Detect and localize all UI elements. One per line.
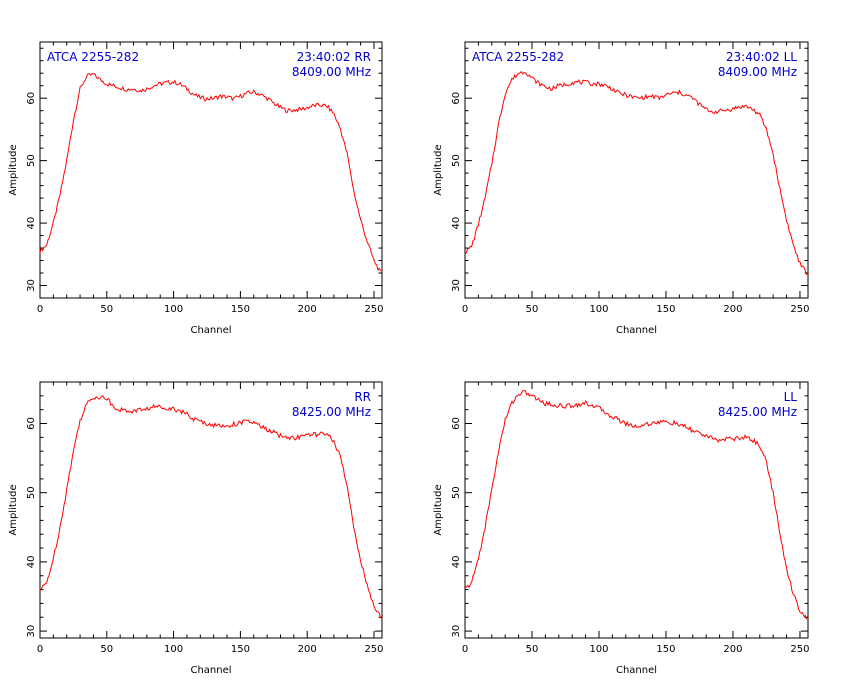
amplitude-series-line [464, 389, 808, 620]
x-tick-label: 0 [462, 644, 468, 655]
x-tick-label: 150 [231, 644, 250, 655]
x-tick-label: 200 [723, 644, 742, 655]
x-tick-label: 50 [526, 644, 539, 655]
y-tick-label: 60 [451, 92, 462, 105]
x-tick-label: 150 [656, 304, 675, 315]
x-tick-label: 100 [589, 644, 608, 655]
x-tick-label: 250 [790, 644, 809, 655]
y-axis-title: Amplitude [8, 484, 19, 535]
x-tick-label: 50 [100, 304, 113, 315]
y-tick-label: 40 [451, 556, 462, 569]
x-axis-title: Channel [616, 665, 657, 676]
x-tick-label: 0 [37, 304, 43, 315]
time-polarization-label: 23:40:02 RR [297, 50, 371, 64]
panel-1: 0 50 100 150 200 250 30 40 50 60 Channel Amplitude A… [8, 41, 384, 336]
panel-3: 0 50 100 150 200 250 30 40 50 60 Channel Amplitude R… [8, 381, 384, 676]
y-tick-label: 50 [451, 154, 462, 167]
plot-frame [39, 41, 383, 299]
x-tick-label: 200 [298, 304, 317, 315]
x-tick-label: 100 [164, 644, 183, 655]
x-tick-label: 100 [164, 304, 183, 315]
y-tick-label: 50 [26, 154, 37, 167]
time-polarization-label: LL [784, 390, 798, 404]
x-tick-label: 100 [589, 304, 608, 315]
source-label: ATCA 2255-282 [472, 50, 564, 64]
y-tick-label: 40 [451, 217, 462, 230]
x-tick-label: 50 [526, 304, 539, 315]
y-tick-label: 30 [451, 625, 462, 638]
y-tick-label: 60 [26, 92, 37, 105]
y-tick-label: 60 [451, 417, 462, 430]
x-tick-label: 200 [298, 644, 317, 655]
x-tick-label: 250 [790, 304, 809, 315]
time-polarization-label: 23:40:02 LL [726, 50, 797, 64]
frequency-label: 8425.00 MHz [718, 405, 797, 419]
y-tick-label: 50 [26, 486, 37, 499]
x-tick-label: 250 [364, 304, 383, 315]
panel-4: 0 50 100 150 200 250 30 40 50 60 Channel Amplitude L… [433, 381, 810, 676]
amplitude-series-line [39, 395, 382, 619]
y-tick-label: 40 [26, 556, 37, 569]
frequency-label: 8409.00 MHz [718, 65, 797, 79]
time-polarization-label: RR [354, 390, 371, 404]
plot-frame [39, 381, 383, 639]
y-tick-label: 60 [26, 417, 37, 430]
frequency-label: 8409.00 MHz [292, 65, 371, 79]
panel-2: 0 50 100 150 200 250 30 40 50 60 Channel Amplitude A… [433, 41, 810, 336]
y-tick-label: 50 [451, 486, 462, 499]
amplitude-series-line [39, 72, 382, 272]
source-label: ATCA 2255-282 [47, 50, 139, 64]
x-tick-label: 0 [462, 304, 468, 315]
y-tick-label: 30 [26, 625, 37, 638]
x-tick-label: 0 [37, 644, 43, 655]
x-tick-label: 150 [231, 304, 250, 315]
x-tick-label: 50 [100, 644, 113, 655]
y-tick-label: 30 [26, 279, 37, 292]
x-tick-label: 200 [723, 304, 742, 315]
x-axis-title: Channel [190, 325, 231, 336]
y-axis-title: Amplitude [433, 484, 444, 535]
plot-frame [464, 381, 809, 639]
x-axis-title: Channel [190, 665, 231, 676]
y-axis-title: Amplitude [8, 144, 19, 195]
x-tick-label: 250 [364, 644, 383, 655]
amplitude-series-line [464, 70, 808, 276]
frequency-label: 8425.00 MHz [292, 405, 371, 419]
x-axis-title: Channel [616, 325, 657, 336]
plot-frame [464, 41, 809, 299]
y-tick-label: 40 [26, 217, 37, 230]
y-axis-title: Amplitude [433, 144, 444, 195]
y-tick-label: 30 [451, 279, 462, 292]
x-tick-label: 150 [656, 644, 675, 655]
